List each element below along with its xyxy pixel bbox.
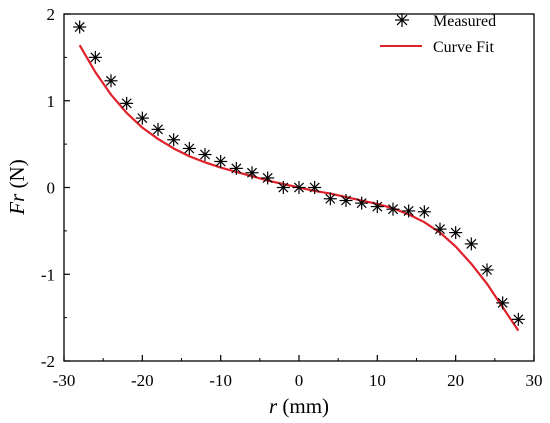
y-tick-label: 2 [47, 5, 56, 24]
measured-point [449, 226, 463, 240]
measured-point [73, 20, 87, 34]
measured-point [151, 122, 165, 136]
measured-point [135, 111, 149, 125]
x-tick-label: 30 [526, 371, 543, 390]
measured-point [511, 312, 525, 326]
x-tick-label: 0 [295, 371, 304, 390]
measured-point [292, 181, 306, 194]
measured-point [198, 148, 212, 162]
x-tick-label: 10 [369, 371, 386, 390]
x-axis: -30 -20 -10 0 10 20 30 [53, 355, 543, 390]
y-tick-label: -2 [41, 352, 55, 371]
measured-point [167, 133, 181, 147]
y-axis-title: Fr (N) [5, 159, 29, 215]
measured-point [402, 204, 416, 218]
x-tick-label: -20 [131, 371, 154, 390]
measured-point [214, 154, 228, 168]
measured-point [245, 166, 259, 180]
measured-point [182, 141, 196, 155]
y-tick-label: 1 [47, 92, 56, 111]
measured-point [370, 200, 384, 214]
y-tick-label: 0 [47, 179, 56, 198]
legend-label-curve-fit: Curve Fit [433, 39, 494, 56]
measured-point [276, 181, 290, 194]
y-axis-title-symbol: Fr [5, 193, 29, 216]
legend-marker-measured [395, 13, 409, 27]
measured-point [480, 263, 494, 277]
x-axis-title-symbol: r [269, 394, 278, 418]
measured-point [386, 202, 400, 216]
measured-series [73, 20, 525, 326]
measured-point [464, 237, 478, 251]
measured-point [261, 171, 275, 185]
measured-point [229, 161, 243, 175]
measured-point [323, 192, 337, 206]
x-axis-title: r (mm) [269, 394, 329, 418]
measured-point [355, 196, 369, 210]
measured-point [339, 194, 353, 208]
measured-point [120, 96, 134, 110]
y-tick-label: -1 [41, 265, 55, 284]
y-axis: -2 -1 0 1 2 [41, 5, 70, 371]
measured-point [88, 50, 102, 64]
legend-label-measured: Measured [433, 13, 496, 30]
legend: Measured Curve Fit [380, 13, 496, 56]
legend-asterisk-icon [395, 13, 409, 27]
x-axis-title-unit: (mm) [282, 394, 329, 418]
measured-point [308, 181, 322, 194]
measured-point [417, 205, 431, 219]
y-axis-title-unit: (N) [5, 159, 29, 188]
x-tick-label: 20 [447, 371, 464, 390]
measured-point [433, 222, 447, 236]
measured-point [104, 74, 118, 88]
measured-point [496, 296, 510, 310]
x-tick-label: -30 [53, 371, 76, 390]
x-tick-label: -10 [209, 371, 232, 390]
